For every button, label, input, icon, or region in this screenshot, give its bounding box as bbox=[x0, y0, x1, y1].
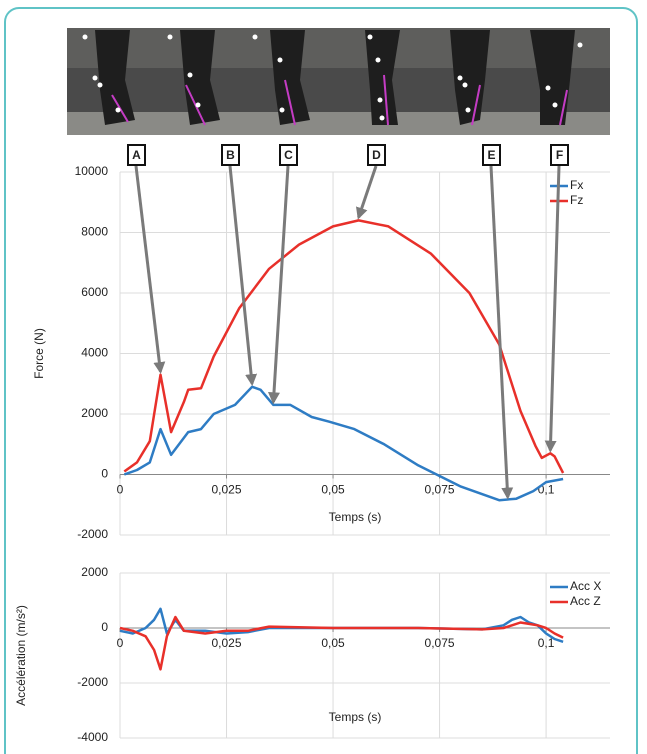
y-tick-label: 0 bbox=[101, 467, 108, 481]
x-tick-label: 0 bbox=[117, 483, 124, 497]
annotation-arrow bbox=[489, 165, 514, 500]
annotation-label: F bbox=[556, 148, 563, 162]
legend-label: Fx bbox=[570, 178, 583, 192]
legend-label: Acc X bbox=[570, 579, 601, 593]
annotation-arrow bbox=[356, 165, 378, 220]
frame bbox=[4, 7, 638, 754]
x-tick-label: 0,025 bbox=[212, 636, 242, 650]
x-tick-label: 0,1 bbox=[538, 636, 555, 650]
x-tick-label: 0,05 bbox=[321, 636, 345, 650]
x-tick-label: 0,075 bbox=[425, 636, 455, 650]
annotation-box bbox=[367, 144, 386, 166]
x-tick-label: 0,075 bbox=[425, 483, 455, 497]
y-tick-label: -2000 bbox=[77, 675, 108, 689]
annotation-box bbox=[482, 144, 501, 166]
annotation-label: C bbox=[284, 148, 293, 162]
annotation-arrow bbox=[134, 165, 166, 375]
y-axis-title: Accélération (m/s²) bbox=[14, 605, 28, 706]
annotation-arrow bbox=[544, 165, 561, 453]
y-tick-label: 2000 bbox=[81, 565, 108, 579]
annotation-box bbox=[279, 144, 298, 166]
annotation-label: D bbox=[372, 148, 381, 162]
y-tick-label: 4000 bbox=[81, 346, 108, 360]
y-tick-label: 2000 bbox=[81, 406, 108, 420]
annotation-box bbox=[550, 144, 569, 166]
x-tick-label: 0,025 bbox=[212, 483, 242, 497]
annotation-box bbox=[221, 144, 240, 166]
annotation-label: A bbox=[132, 148, 141, 162]
legend-label: Fz bbox=[570, 193, 583, 207]
series-line bbox=[123, 385, 564, 502]
x-axis-title: Temps (s) bbox=[329, 510, 382, 524]
y-tick-label: 10000 bbox=[75, 164, 109, 178]
y-tick-label: -2000 bbox=[77, 527, 108, 541]
annotation-box bbox=[127, 144, 146, 166]
annotation-label: E bbox=[487, 148, 495, 162]
y-tick-label: 0 bbox=[101, 620, 108, 634]
series-line bbox=[119, 615, 564, 671]
y-tick-label: 6000 bbox=[81, 285, 108, 299]
photo-strip bbox=[67, 28, 610, 135]
x-axis-title: Temps (s) bbox=[329, 710, 382, 724]
annotation-label: B bbox=[226, 148, 235, 162]
y-tick-label: 8000 bbox=[81, 225, 108, 239]
annotation-arrow bbox=[228, 165, 258, 387]
annotation-arrow bbox=[267, 165, 290, 405]
legend-label: Acc Z bbox=[570, 594, 601, 608]
x-tick-label: 0 bbox=[117, 636, 124, 650]
x-tick-label: 0,05 bbox=[321, 483, 345, 497]
series-line bbox=[123, 219, 565, 474]
y-axis-title: Force (N) bbox=[32, 328, 46, 379]
y-tick-label: -4000 bbox=[77, 730, 108, 744]
